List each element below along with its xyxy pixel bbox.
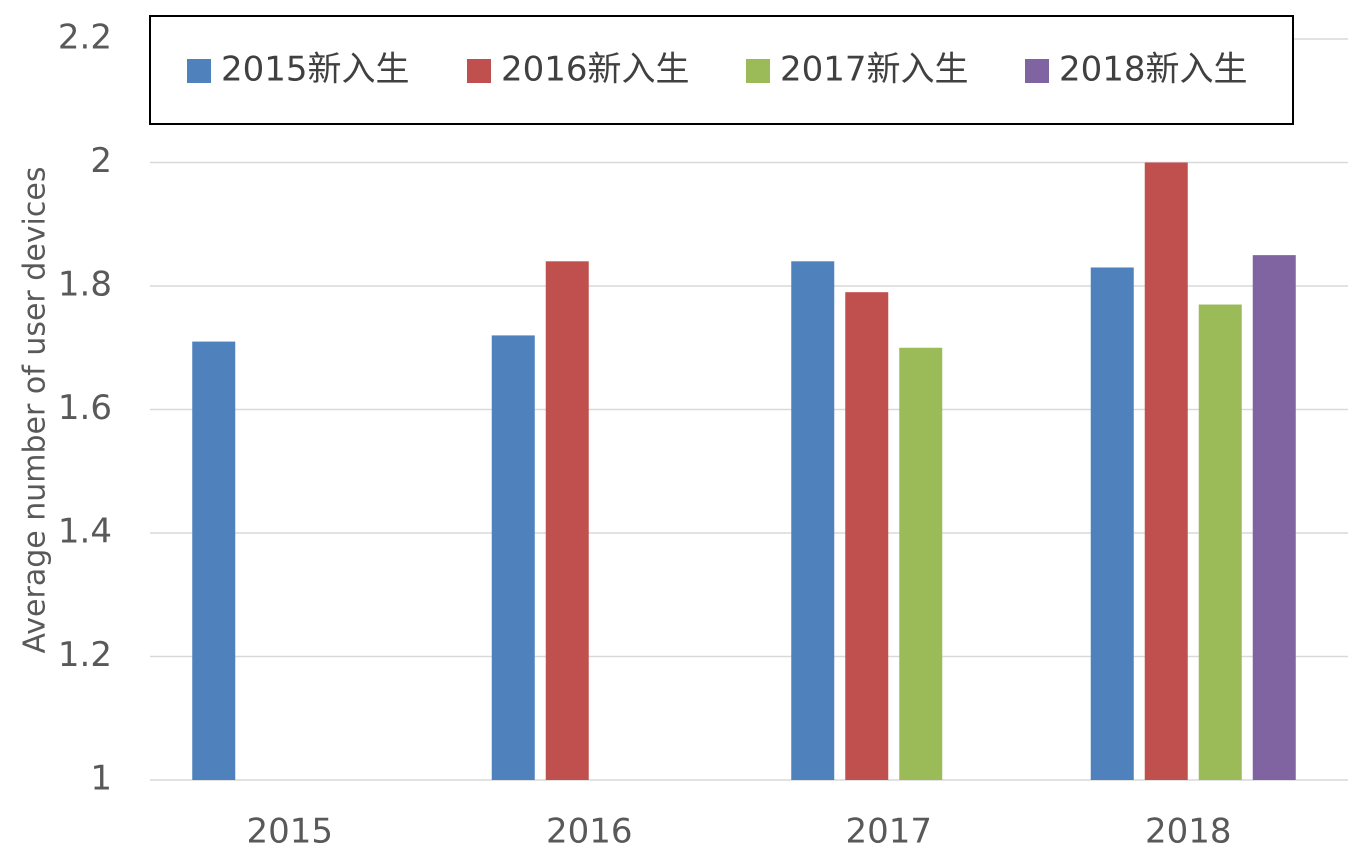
y-tick-label: 1.2 [58, 635, 112, 675]
legend-swatch [467, 59, 491, 83]
bar [192, 341, 236, 780]
legend-label: 2015新入生 [221, 50, 410, 90]
legend-swatch [746, 59, 770, 83]
legend-label: 2016新入生 [501, 50, 690, 90]
y-tick-label: 1 [90, 759, 112, 799]
legend-label: 2017新入生 [780, 50, 969, 90]
legend-swatch [187, 59, 211, 83]
legend-label: 2018新入生 [1059, 50, 1248, 90]
x-tick-label: 2017 [845, 812, 932, 852]
bar [1090, 267, 1134, 781]
bar [545, 261, 589, 780]
y-axis-label: Average number of user devices [18, 167, 53, 654]
y-tick-label: 1.6 [58, 388, 112, 428]
x-tick-label: 2018 [1145, 812, 1232, 852]
bar [845, 292, 889, 780]
bar [491, 335, 535, 780]
bar [1252, 255, 1296, 780]
bar [791, 261, 835, 780]
legend-box [149, 15, 1294, 125]
bar [1144, 162, 1188, 780]
y-tick-label: 2.2 [58, 18, 112, 58]
y-tick-label: 1.8 [58, 265, 112, 305]
y-tick-label: 1.4 [58, 512, 112, 552]
x-tick-label: 2016 [546, 812, 633, 852]
y-tick-label: 2 [90, 141, 112, 181]
bar [1198, 304, 1242, 780]
x-tick-label: 2015 [246, 812, 333, 852]
bar [899, 347, 943, 780]
legend-swatch [1025, 59, 1049, 83]
